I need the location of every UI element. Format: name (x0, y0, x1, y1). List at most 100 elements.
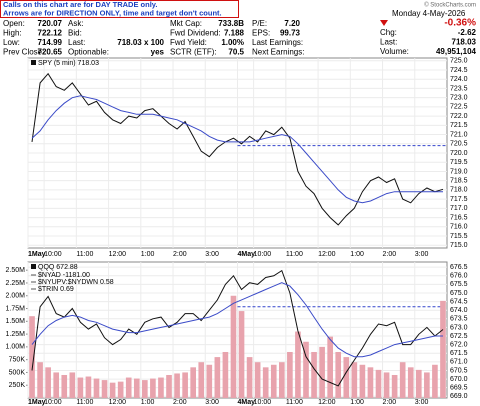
y-tick-label: 670.0 (450, 376, 468, 383)
x-tick-label: 11:00 (76, 251, 93, 258)
quote-value: 722.12 (38, 29, 63, 38)
volume-bar (206, 364, 213, 398)
y-tick-label: 673.5 (450, 316, 468, 323)
x-tick-label: 1:00 (350, 399, 364, 406)
y-tick-label: 725.0 (450, 58, 468, 65)
volume-bar (311, 351, 317, 398)
price-line (31, 72, 444, 226)
x-tick-label: 12:00 (318, 399, 336, 406)
x-tick-label: 3:00 (415, 399, 429, 406)
x-tick-label: 1May (28, 399, 46, 406)
y2-tick-label: 500K (9, 369, 26, 376)
volume-bar (270, 364, 277, 398)
quote-label: Mkt Cap: (170, 19, 202, 28)
volume-bar (37, 362, 43, 398)
volume-bar (262, 367, 269, 398)
y2-tick-label: 1.50M (6, 318, 26, 325)
price-line (31, 95, 443, 204)
x-tick-label: 11:00 (76, 399, 93, 406)
legend-item: $NYUPV:$NYDWN 0.58 (38, 279, 114, 286)
y-tick-label: 672.0 (450, 341, 468, 348)
note: Arrows are for DIRECTION ONLY, time and … (3, 8, 222, 17)
volume-bar (125, 377, 132, 398)
side-label: Last: (380, 38, 397, 47)
volume-bar (53, 372, 60, 398)
y-tick-label: 717.5 (450, 196, 468, 203)
x-tick-label: 1May (28, 251, 46, 258)
x-tick-label: 4May (238, 251, 256, 258)
volume-bar (85, 376, 92, 398)
volume-bar (351, 362, 358, 398)
volume-bar (230, 295, 237, 398)
volume-bar (190, 367, 197, 398)
y-tick-label: 723.0 (450, 95, 468, 102)
volume-bar (93, 378, 100, 398)
x-tick-label: 3:00 (415, 251, 429, 258)
x-tick-label: 11:00 (286, 399, 303, 406)
volume-bar (133, 378, 140, 398)
x-tick-label: 11:00 (286, 251, 303, 258)
volume-bar (182, 372, 188, 398)
y-tick-label: 722.5 (450, 104, 468, 111)
quote-value: 7.188 (224, 29, 245, 38)
x-tick-label: 2:00 (383, 251, 397, 258)
volume-bar (375, 369, 382, 398)
volume-bar (69, 372, 76, 398)
quote-label: Optionable: (68, 48, 109, 57)
volume-bar (295, 331, 301, 398)
volume-bar (359, 364, 366, 398)
volume-bar (174, 373, 180, 398)
y-tick-label: 670.5 (450, 367, 468, 374)
quote-value: yes (151, 48, 165, 57)
y-tick-label: 718.0 (450, 187, 468, 194)
down-arrow (380, 20, 388, 26)
side-value: 718.03 (452, 38, 477, 47)
y-tick-label: 669.0 (450, 393, 468, 400)
price-line (31, 269, 444, 387)
y-tick-label: 672.5 (450, 333, 468, 340)
volume-bar (142, 380, 148, 398)
quote-value: 70.5 (228, 48, 244, 57)
volume-bar (440, 300, 446, 398)
volume-bar (45, 367, 51, 398)
quote-label: Bid: (68, 29, 82, 38)
y-tick-label: 719.5 (450, 159, 468, 166)
quote-value: 714.99 (38, 38, 63, 47)
y-tick-label: 716.0 (450, 224, 468, 231)
volume-bar (238, 311, 245, 398)
x-tick-label: 12:00 (109, 251, 127, 258)
x-tick-label: 10:00 (254, 399, 272, 406)
y-tick-label: 676.5 (450, 264, 468, 271)
volume-bar (432, 364, 438, 398)
change-pct: -0.36% (444, 18, 476, 29)
y-tick-label: 673.0 (450, 324, 468, 331)
y-tick-label: 720.0 (450, 150, 468, 157)
volume-bar (407, 367, 414, 398)
y-tick-label: 723.5 (450, 85, 468, 92)
volume-bar (101, 380, 108, 398)
volume-bar (29, 316, 35, 398)
volume-bar (214, 357, 221, 398)
y2-tick-label: 250K (9, 382, 26, 389)
y-tick-label: 671.5 (450, 350, 468, 357)
quote-label: Prev Close: (3, 48, 44, 57)
x-tick-label: 1:00 (141, 251, 155, 258)
volume-bar (319, 346, 325, 398)
y-tick-label: 724.0 (450, 76, 468, 83)
y-tick-label: 718.5 (450, 178, 468, 185)
date: Monday 4-May-2026 (392, 9, 466, 18)
volume-bar (399, 362, 406, 398)
quote-label: SCTR (ETF): (170, 48, 217, 57)
y-tick-label: 671.0 (450, 359, 468, 366)
quote-label: Last Earnings: (252, 38, 303, 47)
y-tick-label: 721.5 (450, 122, 468, 129)
quote-label: EPS: (252, 29, 270, 38)
volume-bar (222, 351, 229, 398)
volume-bar (287, 351, 293, 398)
note: Calls on this chart are for DAY TRADE on… (3, 0, 157, 9)
volume-bar (109, 382, 116, 398)
volume-bar (246, 357, 253, 398)
y-tick-label: 675.0 (450, 290, 468, 297)
volume-bar (391, 374, 398, 398)
quote-value: 99.73 (280, 29, 301, 38)
